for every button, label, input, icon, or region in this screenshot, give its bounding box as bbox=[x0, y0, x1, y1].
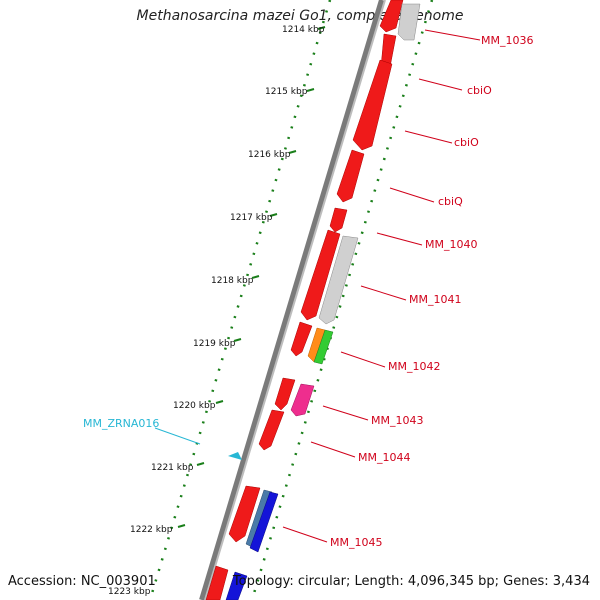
gene-feature-mm1040[interactable] bbox=[300, 229, 341, 321]
gene-feature-mm1036-grey[interactable] bbox=[397, 3, 421, 41]
scale-tick-label: 1218 kbp bbox=[211, 276, 254, 286]
gene-feature-mm1042-green[interactable] bbox=[313, 329, 334, 365]
gene-feature-cbiO-1[interactable] bbox=[352, 59, 393, 151]
scale-tick-label: 1219 kbp bbox=[193, 339, 236, 349]
scale-tick bbox=[317, 26, 326, 30]
scale-tick bbox=[269, 213, 278, 217]
gene-feature-bottom-red[interactable] bbox=[205, 565, 229, 600]
connector-mm1044 bbox=[310, 441, 356, 458]
scale-tick-label: 1215 kbp bbox=[265, 87, 308, 97]
gene-feature-cbiQ[interactable] bbox=[329, 207, 348, 233]
scale-tick bbox=[251, 275, 260, 279]
gene-labels: MM_1036 cbiO cbiO cbiQ MM_1040 MM_1041 M… bbox=[83, 34, 533, 549]
scale-tick-label: 1220 kbp bbox=[173, 401, 216, 411]
connector-mm1036 bbox=[424, 29, 481, 41]
connector-mm1041 bbox=[360, 285, 407, 301]
connector-cbiQ bbox=[389, 187, 435, 203]
scale-tick-label: 1217 kbp bbox=[230, 213, 273, 223]
scale-tick-label: 1223 kbp bbox=[108, 587, 151, 597]
genome-summary-text: Topology: circular; Length: 4,096,345 bp… bbox=[232, 574, 590, 589]
connector-cbiO-1 bbox=[418, 78, 463, 91]
gene-label[interactable]: MM_1043 bbox=[371, 414, 423, 427]
label-connectors bbox=[154, 29, 481, 543]
gene-label[interactable]: MM_1042 bbox=[388, 360, 440, 373]
gene-label[interactable]: MM_1044 bbox=[358, 451, 410, 464]
gene-feature-cbiO-2[interactable] bbox=[336, 149, 365, 203]
connector-mm1042 bbox=[340, 351, 386, 368]
backbone-highlight bbox=[204, 0, 386, 600]
connector-rna bbox=[154, 427, 201, 445]
gene-feature-mm1044[interactable] bbox=[258, 409, 285, 451]
gene-feature-red-2[interactable] bbox=[290, 321, 313, 357]
backbone-line bbox=[199, 0, 385, 600]
scale-tick bbox=[215, 400, 224, 404]
gene-feature-mm1041[interactable] bbox=[318, 235, 359, 325]
scale-tick bbox=[306, 88, 315, 92]
accession-text: Accession: NC_003901 bbox=[8, 574, 156, 589]
scale-tick-label: 1221 kbp bbox=[151, 463, 194, 473]
gene-label[interactable]: MM_1036 bbox=[481, 34, 533, 47]
gene-label[interactable]: cbiO bbox=[467, 84, 492, 97]
gene-features bbox=[205, 0, 421, 600]
connector-mm1040 bbox=[376, 232, 423, 246]
gene-feature-mm1043-pink[interactable] bbox=[290, 383, 315, 417]
scale-tick bbox=[233, 338, 242, 342]
backbone bbox=[199, 0, 386, 600]
scale-tick-label: 1214 kbp bbox=[282, 25, 325, 35]
rna-feature[interactable] bbox=[228, 452, 242, 460]
scale-tick bbox=[196, 462, 205, 466]
gene-feature-mm1043-red[interactable] bbox=[274, 377, 296, 411]
gene-label[interactable]: cbiQ bbox=[438, 195, 463, 208]
connector-mm1045 bbox=[282, 526, 328, 543]
rna-label[interactable]: MM_ZRNA016 bbox=[83, 417, 159, 430]
scale-tick-label: 1216 kbp bbox=[248, 150, 291, 160]
gene-label[interactable]: cbiO bbox=[454, 136, 479, 149]
scale-tick bbox=[177, 524, 186, 528]
gene-feature-mm1036-red[interactable] bbox=[379, 0, 404, 33]
connector-mm1043 bbox=[322, 405, 369, 421]
gene-feature-bottom-blue[interactable] bbox=[225, 571, 248, 600]
scale-tick bbox=[288, 150, 297, 154]
scale-ticks: 1214 kbp 1215 kbp 1216 kbp 1217 kbp 1218… bbox=[108, 25, 326, 597]
gene-feature-mm1045-red[interactable] bbox=[228, 485, 261, 543]
gene-label[interactable]: MM_1040 bbox=[425, 238, 477, 251]
gene-label[interactable]: MM_1041 bbox=[409, 293, 461, 306]
gene-feature-mm1045-blue[interactable] bbox=[249, 491, 279, 553]
connector-cbiO-2 bbox=[404, 130, 453, 144]
gene-label[interactable]: MM_1045 bbox=[330, 536, 382, 549]
scale-tick-label: 1222 kbp bbox=[130, 525, 173, 535]
